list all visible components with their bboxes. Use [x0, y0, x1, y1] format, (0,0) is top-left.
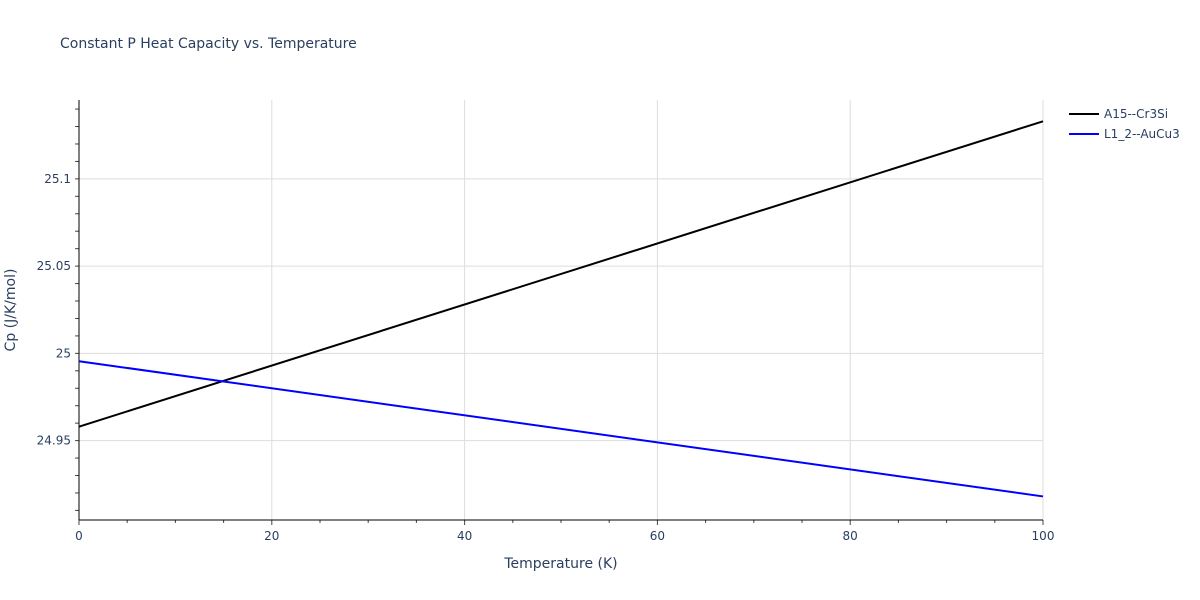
y-tick-label: 25	[56, 346, 71, 360]
legend-item-label[interactable]: A15--Cr3Si	[1104, 107, 1168, 121]
gridlines	[79, 100, 1044, 520]
series-line	[78, 120, 1044, 428]
x-tick-label: 40	[457, 529, 472, 543]
x-tick-label: 20	[264, 529, 279, 543]
x-axis-title: Temperature (K)	[503, 556, 617, 572]
y-tick-label: 25.05	[37, 259, 71, 273]
x-tick-label: 60	[650, 529, 665, 543]
plot-lines	[78, 120, 1044, 498]
legend: A15--Cr3Si L1_2--AuCu3	[1069, 107, 1180, 141]
x-tick-label: 100	[1032, 529, 1055, 543]
x-tick-label: 80	[843, 529, 858, 543]
series-line	[78, 360, 1044, 498]
axes: 0 20 40 60 80 100 24.95 25 25.05 25.1	[37, 100, 1055, 543]
legend-item-label[interactable]: L1_2--AuCu3	[1104, 127, 1180, 141]
y-axis-title: Cp (J/K/mol)	[3, 269, 19, 352]
x-tick-label: 0	[75, 529, 83, 543]
chart-title: Constant P Heat Capacity vs. Temperature	[60, 36, 357, 52]
y-tick-label: 24.95	[37, 434, 71, 448]
y-tick-label: 25.1	[44, 172, 71, 186]
